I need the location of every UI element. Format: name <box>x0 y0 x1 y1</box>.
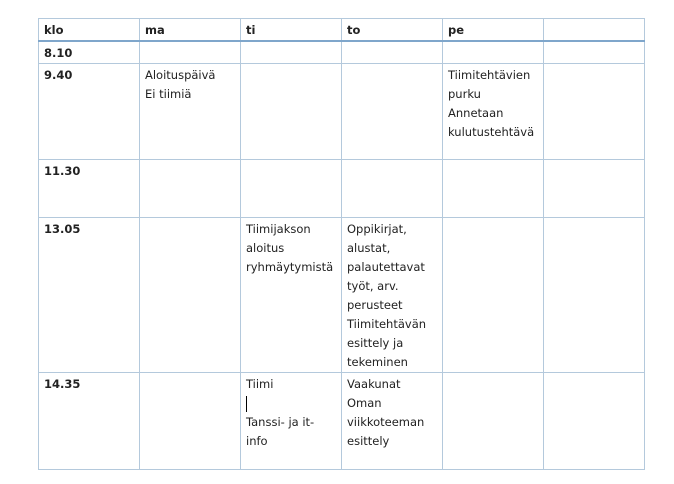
schedule-table: klo ma ti to pe 8.10 9.40 Aloituspäivä Ei t… <box>38 18 645 470</box>
cell-text-line: Tanssi- ja it- <box>246 415 315 429</box>
cell-text-line: Tiimitehtävien <box>448 68 531 82</box>
header-cell-ti[interactable]: ti <box>240 18 342 42</box>
table-cell[interactable] <box>543 159 645 218</box>
table-cell[interactable] <box>240 159 342 218</box>
time-cell[interactable]: 11.30 <box>38 159 140 218</box>
cell-text-line: aloitus <box>246 241 285 255</box>
cell-text-line: Tiimijakson <box>246 222 311 236</box>
table-cell[interactable]: Tiimitehtävien purku Annetaan kulutustehtäv… <box>442 63 544 160</box>
header-row: klo ma ti to pe <box>38 18 645 42</box>
table-cell[interactable]: Aloituspäivä Ei tiimiä <box>139 63 241 160</box>
cell-text-line: viikkoteeman <box>347 415 425 429</box>
table-row: 11.30 <box>38 159 645 218</box>
cell-text-line: info <box>246 434 268 448</box>
time-cell[interactable]: 14.35 <box>38 372 140 470</box>
cell-text-line: Tiimitehtävän <box>347 317 427 331</box>
table-row: 14.35 Tiimi Tanssi- ja it-info Vaakunat Oman… <box>38 372 645 470</box>
table-cell[interactable] <box>139 159 241 218</box>
cell-text-line: esittely ja <box>347 336 404 350</box>
cell-text-line: Oppikirjat, <box>347 222 407 236</box>
cell-text-line: Aloituspäivä <box>145 68 216 82</box>
cell-text-line: Vaakunat <box>347 377 401 391</box>
table-cell[interactable]: Vaakunat Oman viikkoteeman esittely <box>341 372 443 470</box>
cell-text-line: työt, arv. <box>347 279 399 293</box>
header-cell-klo[interactable]: klo <box>38 18 140 42</box>
header-cell-empty[interactable] <box>543 18 645 42</box>
cell-text-line: kulutustehtävä <box>448 125 535 139</box>
table-cell[interactable] <box>442 40 544 64</box>
table-cell[interactable] <box>543 40 645 64</box>
table-cell[interactable] <box>543 372 645 470</box>
header-cell-to[interactable]: to <box>341 18 443 42</box>
time-cell[interactable]: 13.05 <box>38 217 140 373</box>
text-cursor <box>246 394 336 413</box>
cell-text-line: Tiimi <box>246 377 274 391</box>
table-cell[interactable] <box>139 372 241 470</box>
time-cell[interactable]: 9.40 <box>38 63 140 160</box>
table-cell[interactable] <box>442 372 544 470</box>
cell-text-line: palautettavat <box>347 260 425 274</box>
text-caret <box>246 395 247 412</box>
table-cell[interactable] <box>543 63 645 160</box>
table-cell[interactable] <box>442 217 544 373</box>
cell-text-line: tekeminen <box>347 355 408 369</box>
table-row: 8.10 <box>38 40 645 64</box>
table-cell[interactable] <box>341 40 443 64</box>
time-cell[interactable]: 8.10 <box>38 40 140 64</box>
cell-text-line: alustat, <box>347 241 391 255</box>
cell-text-line: Annetaan <box>448 106 504 120</box>
cell-text-line: ryhmäytymistä <box>246 260 334 274</box>
table-cell[interactable] <box>240 40 342 64</box>
table-cell[interactable]: Oppikirjat, alustat, palautettavat työt, ar… <box>341 217 443 373</box>
cell-text-line: Oman <box>347 396 382 410</box>
table-cell[interactable] <box>341 159 443 218</box>
table-cell[interactable] <box>543 217 645 373</box>
header-cell-ma[interactable]: ma <box>139 18 241 42</box>
table-cell[interactable]: Tiimijakson aloitus ryhmäytymistä <box>240 217 342 373</box>
table-cell[interactable] <box>240 63 342 160</box>
table-cell[interactable] <box>139 40 241 64</box>
table-cell[interactable]: Tiimi Tanssi- ja it-info <box>240 372 342 470</box>
cell-text-line: purku <box>448 87 481 101</box>
cell-text-line: Ei tiimiä <box>145 87 192 101</box>
table-row: 9.40 Aloituspäivä Ei tiimiä Tiimitehtävien p… <box>38 63 645 160</box>
table-cell[interactable] <box>442 159 544 218</box>
cell-text-line: esittely <box>347 434 390 448</box>
header-cell-pe[interactable]: pe <box>442 18 544 42</box>
table-row: 13.05 Tiimijakson aloitus ryhmäytymistä Oppi… <box>38 217 645 373</box>
table-cell[interactable] <box>139 217 241 373</box>
cell-text-line: perusteet <box>347 298 403 312</box>
table-cell[interactable] <box>341 63 443 160</box>
